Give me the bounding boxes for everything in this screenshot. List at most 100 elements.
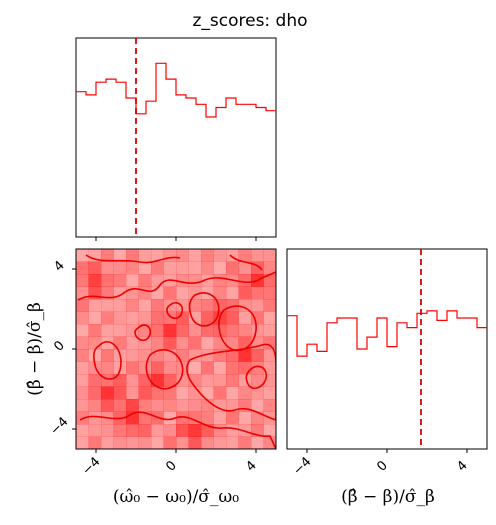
hist2d-cell — [213, 286, 227, 300]
hist2d-cell — [76, 324, 89, 337]
hist2d-cell — [138, 261, 152, 275]
hist2d-cell — [213, 261, 227, 275]
hist2d-cell — [201, 261, 214, 275]
hist2d-cell — [238, 349, 252, 362]
hist2d-cell — [163, 424, 177, 437]
hist2d-cell — [226, 386, 239, 400]
hist2d-cell — [76, 436, 89, 449]
hist2d-cell — [163, 361, 177, 375]
hist2d-cell — [226, 286, 239, 300]
hist2d-cell — [226, 361, 239, 375]
hist2d-cell — [226, 399, 239, 412]
hist2d-cell — [226, 311, 239, 325]
hist2d-cell — [176, 324, 189, 337]
hist2d-cell — [88, 336, 102, 350]
hist2d-cell — [101, 361, 114, 375]
hist2d-cell — [251, 249, 264, 262]
hist2d-cell — [188, 249, 202, 262]
hist2d-cell — [238, 436, 252, 449]
hist2d-cell — [138, 411, 152, 425]
hist2d-cell — [101, 286, 114, 300]
hist2d-cell — [226, 436, 239, 449]
hist2d-cell — [188, 336, 202, 350]
hist2d-cell — [238, 286, 252, 300]
hist2d-cell — [138, 299, 152, 312]
hist2d-cell — [226, 349, 239, 362]
hist2d-cell — [88, 411, 102, 425]
hist2d-cell — [113, 336, 127, 350]
contour-line — [93, 341, 122, 380]
hist2d-cell — [101, 424, 114, 437]
hist2d-cell — [101, 349, 114, 362]
hist2d-cell — [226, 374, 239, 387]
hist2d-cell — [263, 311, 276, 325]
hist2d-cell — [201, 336, 214, 350]
hist2d-cell — [88, 374, 102, 387]
hist2d-cell — [188, 399, 202, 412]
hist2d-cell — [138, 249, 152, 262]
hist2d-cell — [163, 411, 177, 425]
hist2d-cell — [76, 386, 89, 400]
contour-line — [77, 271, 276, 301]
hist2d-cell — [238, 386, 252, 400]
hist2d-cell — [151, 249, 164, 262]
hist2d-cell — [126, 324, 139, 337]
hist2d-cell — [201, 436, 214, 449]
hist2d-cell — [263, 399, 276, 412]
hist2d-cell — [151, 324, 164, 337]
hist2d-cell — [101, 261, 114, 275]
hist2d-cell — [76, 349, 89, 362]
y-axis-label-beta: (β̂ − β)/σ̂_β — [25, 302, 45, 396]
hist2d-cell — [126, 361, 139, 375]
contour-line — [188, 292, 220, 327]
hist2d-cell — [263, 286, 276, 300]
hist2d-cell — [263, 324, 276, 337]
hist2d-cell — [113, 424, 127, 437]
hist2d-cell — [188, 436, 202, 449]
contour-line — [134, 324, 152, 342]
hist2d-cell — [113, 299, 127, 312]
hist2d-cell — [201, 411, 214, 425]
hist2d-cell — [151, 399, 164, 412]
hist2d-cell — [251, 286, 264, 300]
hist2d-cell — [138, 336, 152, 350]
hist2d-cell — [213, 374, 227, 387]
hist2d-cell — [151, 436, 164, 449]
hist2d-cell — [213, 274, 227, 287]
hist2d-cell — [201, 374, 214, 387]
hist2d-cell — [138, 424, 152, 437]
hist2d-cell — [76, 311, 89, 325]
hist2d-cell — [138, 274, 152, 287]
hist2d-cell — [138, 386, 152, 400]
hist2d-cell — [126, 399, 139, 412]
hist2d-cell — [151, 299, 164, 312]
hist2d-cell — [213, 399, 227, 412]
hist2d-cell — [251, 386, 264, 400]
hist2d-cell — [188, 274, 202, 287]
contour-line — [145, 349, 184, 390]
histogram-omega0-panel — [75, 37, 277, 241]
hist2d-cell — [101, 299, 114, 312]
hist2d-cell — [176, 299, 189, 312]
hist2d-cell — [251, 411, 264, 425]
hist2d-cell — [176, 399, 189, 412]
hist2d-cell — [263, 274, 276, 287]
hist2d-cell — [88, 386, 102, 400]
hist2d-cell — [213, 424, 227, 437]
x-tick-label: −4 — [79, 454, 103, 478]
x-tick-label: 4 — [243, 458, 259, 474]
hist2d-cell — [88, 399, 102, 412]
hist2d-cell — [113, 261, 127, 275]
hist2d-cell — [126, 274, 139, 287]
hist2d-cell — [163, 286, 177, 300]
hist2d-cell — [88, 349, 102, 362]
x-tick-label: 0 — [163, 458, 179, 474]
x-tick-label: 4 — [454, 458, 470, 474]
hist2d-cell — [251, 374, 264, 387]
hist2d-cell — [88, 311, 102, 325]
contour-line — [245, 365, 268, 390]
hist2d-cell — [263, 361, 276, 375]
hist2d-cell — [151, 361, 164, 375]
hist2d-cell — [76, 274, 89, 287]
